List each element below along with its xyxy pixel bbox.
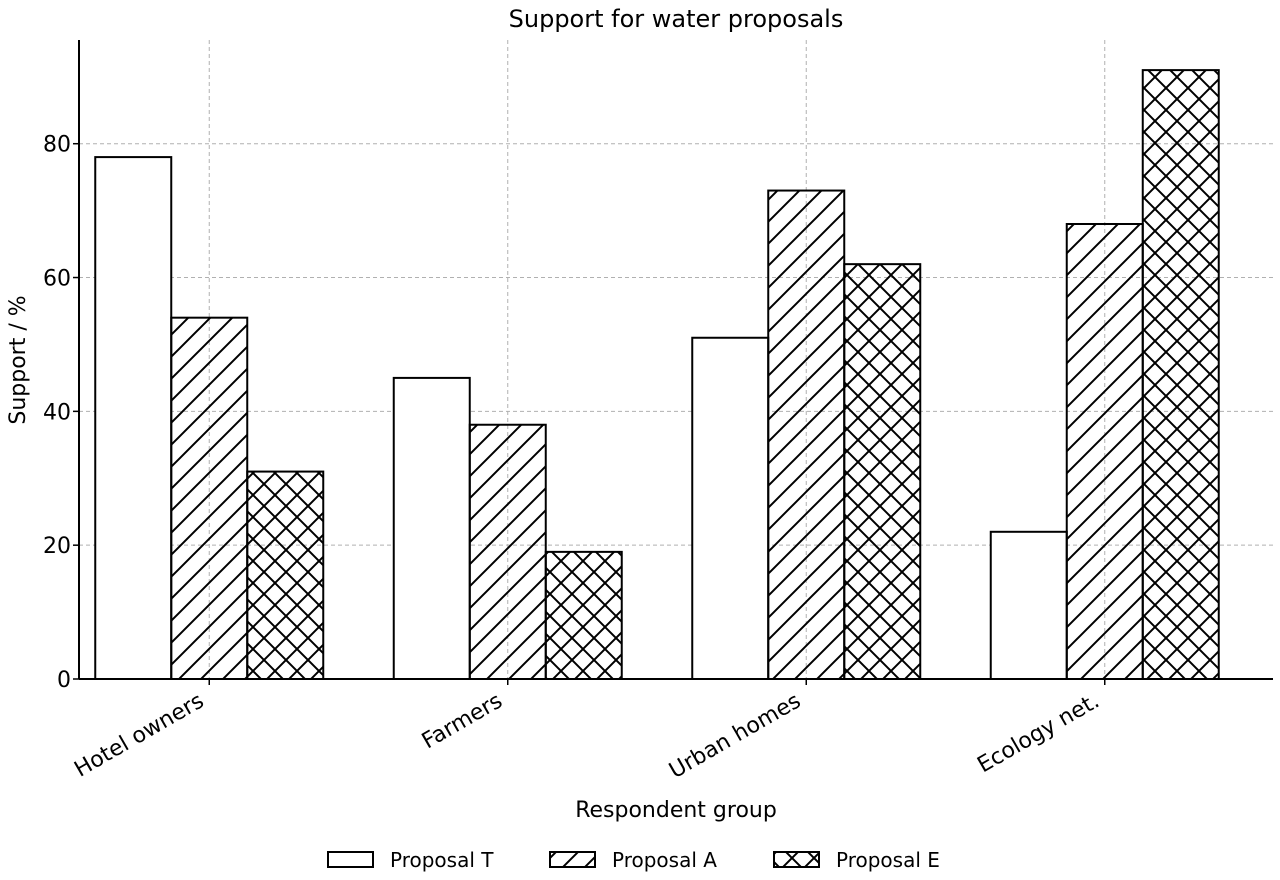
bar-proposal-e-3: [1141, 69, 1220, 681]
bar-proposal-e-2: [843, 263, 922, 680]
y-tick-label: 20: [43, 534, 71, 559]
legend-swatch: [327, 851, 374, 868]
bar-proposal-a-3: [1065, 223, 1144, 680]
bar-proposal-t-0: [94, 156, 173, 680]
legend-label: Proposal E: [836, 848, 940, 872]
chart-title: Support for water proposals: [509, 5, 844, 33]
y-tick-label: 40: [43, 400, 71, 425]
bar-proposal-a-0: [170, 316, 249, 680]
x-tick-label: Urban homes: [665, 689, 805, 784]
legend: Proposal T Proposal A Proposal E: [327, 848, 940, 872]
bar-proposal-a-1: [468, 423, 547, 680]
legend-item-proposal-a: Proposal A: [549, 848, 717, 872]
y-axis-label: Support / %: [6, 295, 31, 424]
x-axis-label: Respondent group: [575, 798, 777, 823]
bar-proposal-t-3: [989, 530, 1068, 681]
y-tick-label: 80: [43, 133, 71, 158]
bar-proposal-t-2: [691, 336, 770, 680]
legend-label: Proposal T: [390, 848, 494, 872]
legend-item-proposal-e: Proposal E: [773, 848, 940, 872]
bar-proposal-e-0: [246, 470, 325, 681]
x-tick-label: Farmers: [418, 689, 507, 755]
y-tick-label: 60: [43, 267, 71, 292]
x-tick-label: Hotel owners: [70, 689, 208, 783]
legend-item-proposal-t: Proposal T: [327, 848, 494, 872]
bar-proposal-e-1: [544, 550, 623, 680]
legend-swatch: [549, 851, 596, 868]
axes: [78, 40, 1273, 680]
x-tick-label: Ecology net.: [973, 689, 1103, 779]
bar-proposal-t-1: [392, 376, 471, 680]
y-tick-label: 0: [57, 668, 71, 693]
bars: [94, 69, 1220, 681]
legend-swatch: [773, 851, 820, 868]
bar-proposal-a-2: [767, 189, 846, 680]
legend-label: Proposal A: [612, 848, 717, 872]
